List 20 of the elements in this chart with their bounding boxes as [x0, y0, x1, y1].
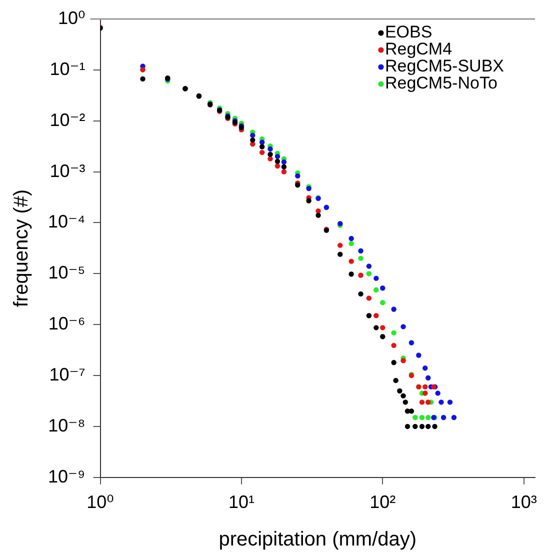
y-tick-label: 10⁻⁷: [49, 364, 86, 384]
y-tick-label: 10⁻²: [50, 110, 86, 130]
legend-label: RegCM4: [384, 40, 452, 59]
x-tick-label: 10²: [370, 492, 396, 512]
legend-label: RegCM5-SUBX: [384, 56, 504, 76]
y-axis-title: frequency (#): [10, 189, 33, 308]
legend-label: EOBS: [384, 22, 432, 42]
x-tick-label: 10³: [510, 492, 537, 512]
x-axis-title: precipitation (mm/day): [218, 528, 417, 551]
x-tick-label: 10¹: [228, 492, 254, 512]
y-tick-label: 10⁻³: [50, 160, 86, 181]
y-tick-label: 10⁻⁵: [48, 262, 86, 283]
y-tick-label: 10⁻⁴: [48, 212, 86, 232]
y-tick-label: 10⁻⁹: [48, 466, 86, 486]
y-tick-label: 10⁻⁸: [48, 415, 86, 436]
y-tick-label: 10⁻⁶: [48, 314, 86, 334]
y-tick-label: 10⁰: [58, 8, 86, 28]
y-tick-label: 10⁻¹: [50, 58, 86, 79]
x-tick-label: 10⁰: [86, 492, 114, 512]
legend-label: RegCM5-NoTo: [384, 74, 498, 93]
